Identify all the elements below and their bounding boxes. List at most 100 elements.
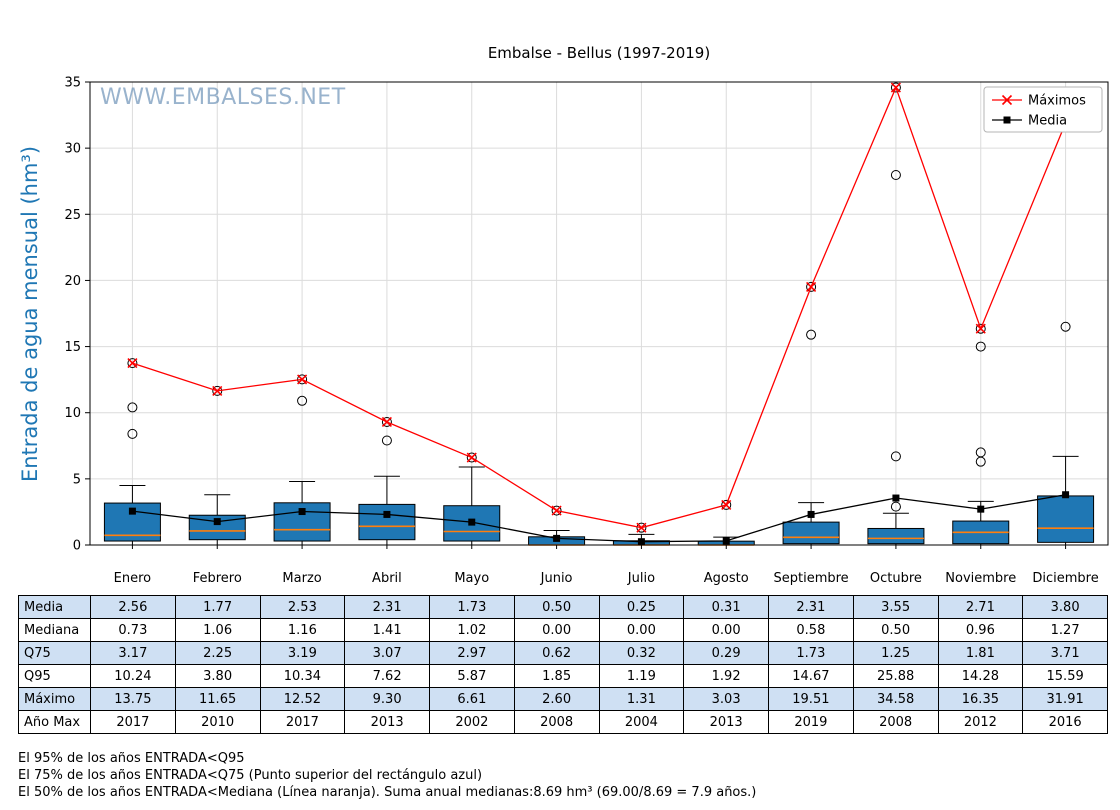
legend-square-marker <box>1003 116 1011 124</box>
box <box>1037 495 1095 543</box>
table-cell: 5.87 <box>429 664 515 688</box>
x-marker <box>890 82 901 93</box>
table-cell: 14.28 <box>937 664 1024 688</box>
outlier-marker <box>890 501 901 512</box>
boxplot-chart: 0 5 10 15 20 25 30 35 Enero Febrero Marzo Abril Mayo… <box>64 76 1109 586</box>
x-marker <box>381 416 392 428</box>
table-cell: 3.03 <box>683 687 769 711</box>
legend-label: Media <box>1028 114 1067 129</box>
table-cell: 0.50 <box>513 595 600 619</box>
table-cell: 2017 <box>90 710 176 734</box>
table-cell: 2019 <box>768 710 854 734</box>
x-tick-label: Agosto <box>704 571 749 586</box>
x-marker <box>721 499 732 510</box>
outlier-marker <box>127 428 138 439</box>
table-cell: 13.75 <box>90 687 176 711</box>
outlier-marker <box>381 416 392 427</box>
table-cell: 3.07 <box>344 641 430 665</box>
y-tick-label: 20 <box>64 274 81 289</box>
y-tick-label: 5 <box>73 472 81 487</box>
y-tick-label: 25 <box>64 208 81 223</box>
outlier-marker <box>975 323 986 334</box>
outlier-marker <box>721 499 732 510</box>
table-cell: 2.53 <box>259 595 346 619</box>
table-cell: 9.30 <box>344 687 430 711</box>
table-cell: 1.19 <box>598 664 685 688</box>
table-cell: 1.16 <box>259 618 346 642</box>
footnote-q95: El 95% de los años ENTRADA<Q95 <box>18 751 245 766</box>
table-cell: 1.92 <box>683 664 769 688</box>
x-marker <box>806 281 817 292</box>
table-cell: 0.62 <box>513 641 600 665</box>
table-row: Año Max 2017 2010 2017 2013 2002 2008 2004 2013 2… <box>18 710 1108 734</box>
table-cell: 1.02 <box>429 618 515 642</box>
x-marker <box>466 452 477 463</box>
chart-title: Embalse - Bellus (1997-2019) <box>487 44 711 62</box>
square-marker <box>722 537 730 545</box>
square-marker <box>383 510 391 518</box>
x-marker <box>297 374 308 385</box>
legend-x-marker <box>1001 94 1013 106</box>
square-marker <box>892 494 900 502</box>
table-cell: 12.52 <box>259 687 346 711</box>
row-header: Media <box>18 595 91 619</box>
table-cell: 19.51 <box>768 687 854 711</box>
table-cell: 25.88 <box>852 664 939 688</box>
x-tick-label: Diciembre <box>1032 571 1098 586</box>
table-cell: 3.80 <box>174 664 261 688</box>
table-cell: 2.60 <box>513 687 600 711</box>
outlier-marker <box>890 451 901 462</box>
table-cell: 0.00 <box>598 618 685 642</box>
x-tick-label: Enero <box>114 571 152 586</box>
stats-table: Media 2.56 1.77 2.53 2.31 1.73 0.50 0.25 0.31 2.3… <box>18 595 1108 734</box>
table-cell: 1.85 <box>513 664 600 688</box>
table-cell: 2012 <box>937 710 1024 734</box>
outlier-marker <box>297 395 308 406</box>
legend-box <box>983 86 1103 133</box>
y-tick-label: 10 <box>64 406 81 421</box>
table-cell: 3.19 <box>259 641 346 665</box>
box <box>358 503 416 541</box>
table-cell: 2010 <box>174 710 261 734</box>
table-cell: 2.56 <box>90 595 176 619</box>
table-cell: 1.06 <box>174 618 261 642</box>
square-marker <box>1062 491 1070 499</box>
table-cell: 1.81 <box>937 641 1024 665</box>
outlier-marker <box>551 505 562 516</box>
table-cell: 0.96 <box>937 618 1024 642</box>
table-cell: 2013 <box>683 710 769 734</box>
x-tick-label: Septiembre <box>773 571 848 586</box>
row-header: Año Max <box>18 710 91 734</box>
table-cell: 2008 <box>852 710 939 734</box>
x-marker <box>212 385 223 396</box>
square-marker <box>213 518 221 526</box>
x-marker <box>551 505 562 516</box>
outlier-marker <box>806 281 817 292</box>
table-cell: 2008 <box>513 710 600 734</box>
table-cell: 1.41 <box>344 618 430 642</box>
table-cell: 3.71 <box>1022 641 1108 665</box>
x-marker <box>975 323 986 334</box>
square-marker <box>128 507 136 515</box>
table-cell: 3.17 <box>90 641 176 665</box>
box <box>867 527 925 545</box>
footnotes: El 95% de los años ENTRADA<Q95 El 75% de… <box>18 750 756 801</box>
table-cell: 0.73 <box>90 618 176 642</box>
table-cell: 2004 <box>598 710 685 734</box>
table-cell: 0.00 <box>513 618 600 642</box>
outlier-marker <box>127 358 138 369</box>
outlier-marker <box>975 341 986 352</box>
table-cell: 0.32 <box>598 641 685 665</box>
table-cell: 6.61 <box>429 687 515 711</box>
table-row: Q75 3.17 2.25 3.19 3.07 2.97 0.62 0.32 0.29 1.73 1… <box>18 641 1108 665</box>
table-cell: 2.31 <box>768 595 854 619</box>
table-cell: 1.25 <box>852 641 939 665</box>
outlier-marker <box>127 402 138 413</box>
table-cell: 31.91 <box>1022 687 1108 711</box>
y-tick-label: 0 <box>73 539 81 554</box>
outlier-marker <box>1060 321 1071 332</box>
table-cell: 10.24 <box>90 664 176 688</box>
footnote-mediana: El 50% de los años ENTRADA<Mediana (Líne… <box>18 785 757 800</box>
table-cell: 0.31 <box>683 595 769 619</box>
